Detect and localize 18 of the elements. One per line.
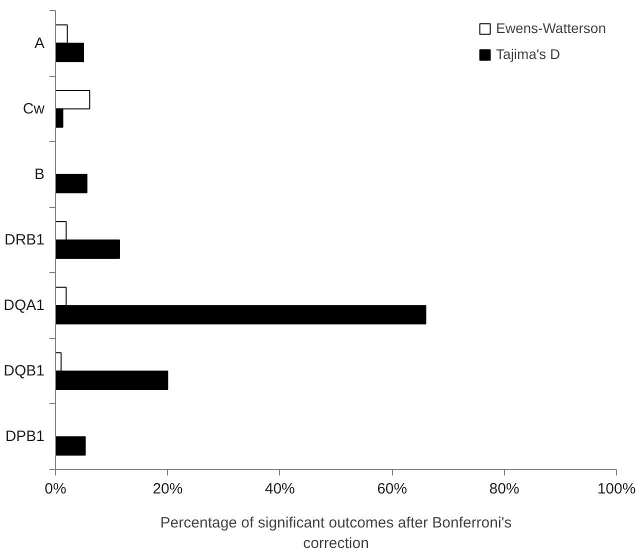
y-tick-label: Cw — [22, 100, 45, 118]
bar — [56, 436, 86, 456]
legend-label: Ewens-Watterson — [496, 20, 606, 36]
y-tick-label: A — [34, 34, 45, 52]
x-axis-title: Percentage of significant outcomes after Bonferroni's correction — [160, 514, 512, 552]
y-tick-label: DQB1 — [4, 362, 45, 380]
x-tick-label: 100% — [597, 480, 636, 498]
y-tick-label: DQA1 — [4, 297, 45, 314]
x-tick-label: 20% — [152, 480, 183, 498]
y-tick-label: DRB1 — [4, 232, 45, 248]
x-tick-label: 40% — [264, 480, 295, 498]
y-tick-label: B — [34, 166, 45, 183]
y-tick-label: DPB1 — [5, 428, 45, 446]
legend-label: Tajima's D — [496, 46, 560, 62]
bar — [56, 174, 88, 194]
x-tick-label: 60% — [377, 480, 408, 498]
x-tick-label: 0% — [44, 480, 66, 498]
x-tick-label: 80% — [489, 480, 520, 498]
